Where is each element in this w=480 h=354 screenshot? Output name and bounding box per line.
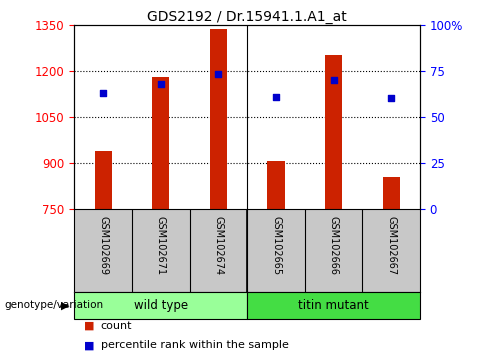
Text: GSM102665: GSM102665 xyxy=(271,216,281,275)
Text: ▶: ▶ xyxy=(61,300,70,310)
Text: GSM102671: GSM102671 xyxy=(156,216,166,275)
FancyBboxPatch shape xyxy=(247,292,420,319)
Bar xyxy=(325,56,342,209)
Text: count: count xyxy=(101,321,132,331)
Bar xyxy=(210,29,227,209)
Title: GDS2192 / Dr.15941.1.A1_at: GDS2192 / Dr.15941.1.A1_at xyxy=(147,10,347,24)
Text: genotype/variation: genotype/variation xyxy=(5,300,104,310)
Text: wild type: wild type xyxy=(134,299,188,312)
Point xyxy=(99,90,107,96)
FancyBboxPatch shape xyxy=(74,292,247,319)
Text: ■: ■ xyxy=(84,321,95,331)
Text: GSM102667: GSM102667 xyxy=(386,216,396,275)
Text: GSM102666: GSM102666 xyxy=(329,216,338,274)
Point xyxy=(330,77,337,83)
Point xyxy=(215,72,222,77)
Point xyxy=(157,81,165,86)
Text: percentile rank within the sample: percentile rank within the sample xyxy=(101,340,288,350)
Text: GSM102674: GSM102674 xyxy=(214,216,223,275)
Bar xyxy=(95,150,112,209)
Bar xyxy=(267,161,285,209)
Bar xyxy=(383,177,400,209)
Text: titin mutant: titin mutant xyxy=(298,299,369,312)
Point xyxy=(387,96,395,101)
Bar xyxy=(152,77,169,209)
Text: ■: ■ xyxy=(84,340,95,350)
Text: GSM102669: GSM102669 xyxy=(98,216,108,274)
Point xyxy=(272,94,280,99)
